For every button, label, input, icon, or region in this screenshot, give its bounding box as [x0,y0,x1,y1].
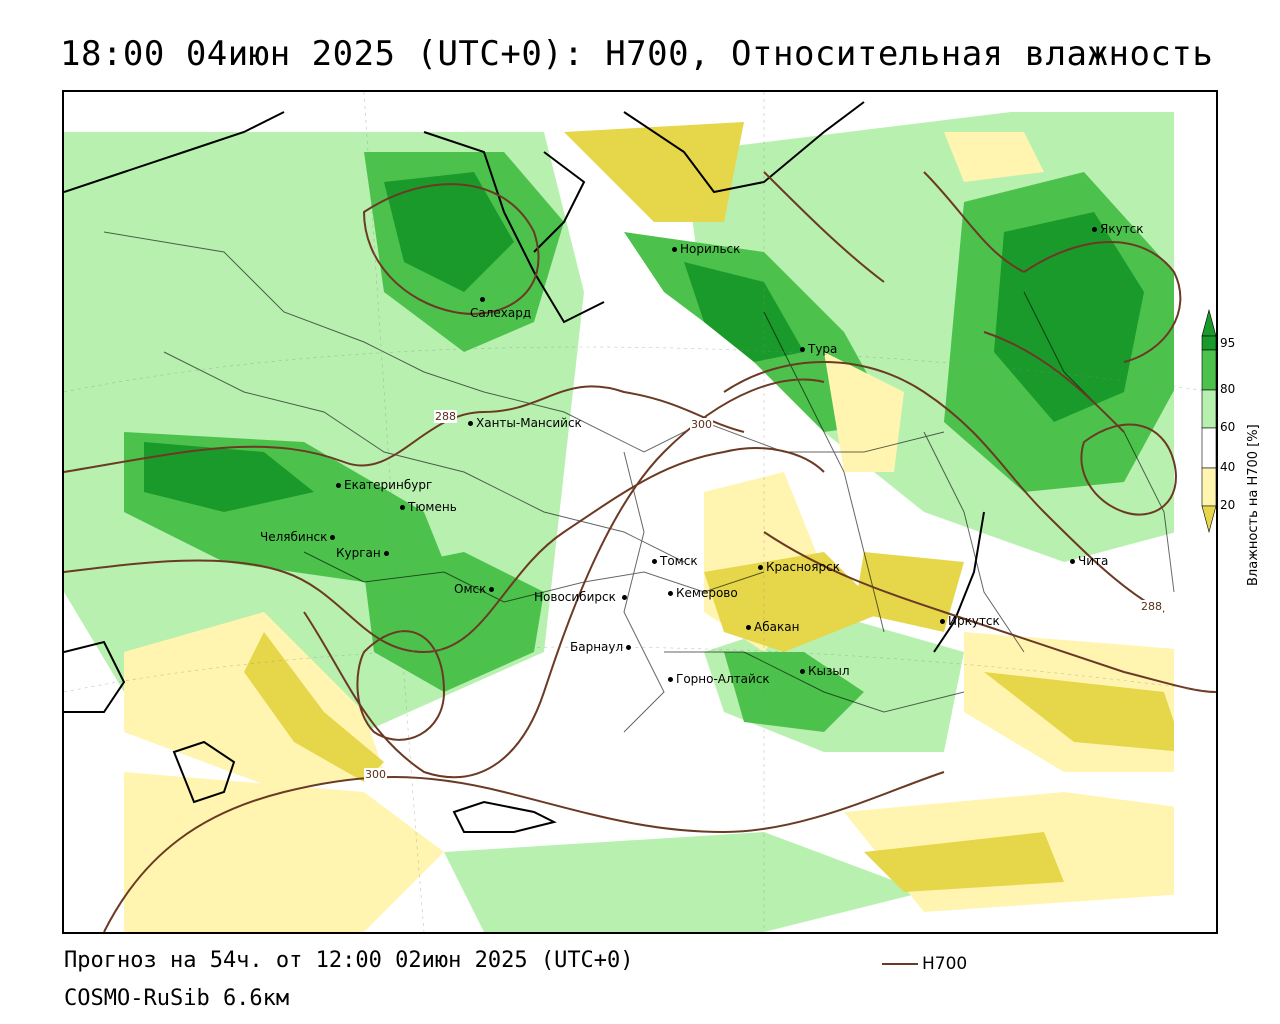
contour-line-legend: H700 [882,954,967,974]
city-label: Кемерово [668,586,738,600]
city-dot-icon [668,591,673,596]
legend-tick: 95 [1220,336,1236,350]
legend-tick: 40 [1220,460,1236,474]
region-borders [103,231,1175,733]
coastline [64,101,985,833]
city-dot-icon [652,559,657,564]
city-label: Челябинск [260,530,338,544]
city-label: Екатеринбург [336,478,432,492]
city-dot-icon [626,645,632,650]
city-dot-icon [336,483,341,488]
city-label: Норильск [672,242,740,256]
city-label: Горно-Алтайск [668,672,770,686]
city-dot-icon [489,587,495,592]
city-label: Иркутск [940,614,1000,628]
city-label: Курган [336,546,392,560]
h700-contours [64,171,1216,932]
legend-tick: 80 [1220,382,1236,396]
model-name: COSMO-RuSib 6.6км [64,986,290,1011]
city-label: Барнаул [570,640,634,654]
contour-label: 300 [690,418,713,431]
legend-title: Влажность на H700 [%] [1246,424,1261,586]
city-label: Омск [454,582,497,596]
city-dot-icon [480,297,485,302]
contour-label: 288 [1140,600,1163,613]
city-label: Абакан [746,620,799,634]
city-dot-icon [468,421,473,426]
legend-tick: 60 [1220,420,1236,434]
city-dot-icon [940,619,945,624]
legend-tick: 20 [1220,498,1236,512]
city-label: Чита [1070,554,1108,568]
city-label: Салехард [470,292,541,320]
city-dot-icon [800,669,805,674]
city-label: Кызыл [800,664,850,678]
color-legend: 95 80 60 40 20 [1200,300,1260,560]
city-dot-icon [1070,559,1075,564]
city-label: Тура [800,342,837,356]
legend-color-bar [1201,308,1217,534]
contour-line-sample [882,963,918,965]
city-label: Якутск [1092,222,1144,236]
city-dot-icon [400,505,405,510]
city-dot-icon [668,677,673,682]
graticule [64,92,1216,932]
city-dot-icon [621,595,627,600]
city-dot-icon [800,347,805,352]
forecast-info: Прогноз на 54ч. от 12:00 02июн 2025 (UTC… [64,948,634,973]
city-dot-icon [746,625,751,630]
city-label: Тюмень [400,500,457,514]
city-label: Ханты-Мансийск [468,416,582,430]
city-label: Красноярск [758,560,840,574]
city-dot-icon [758,565,763,570]
city-dot-icon [383,551,389,556]
city-dot-icon [330,535,336,540]
humidity-field [64,92,1216,932]
city-label: Новосибирск [534,590,630,604]
map-area[interactable]: 288 300 300 288 Салехард Норильск Якутск… [62,90,1218,934]
city-label: Томск [652,554,698,568]
map-title: 18:00 04июн 2025 (UTC+0): H700, Относите… [60,34,1214,74]
contour-label: 288 [434,410,457,423]
city-dot-icon [672,247,677,252]
contour-label: 300 [364,768,387,781]
city-dot-icon [1092,227,1097,232]
